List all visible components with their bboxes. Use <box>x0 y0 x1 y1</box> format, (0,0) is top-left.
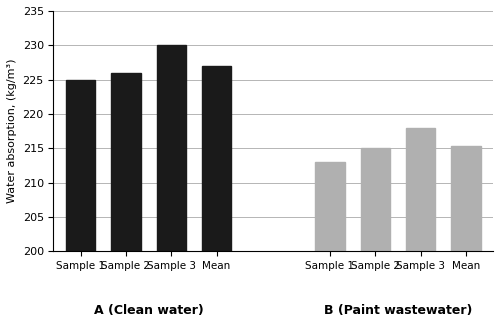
Bar <box>315 162 344 322</box>
Text: B (Paint wastewater): B (Paint wastewater) <box>324 304 472 317</box>
Bar <box>451 146 480 322</box>
Bar <box>202 66 232 322</box>
Bar <box>406 128 436 322</box>
Text: A (Clean water): A (Clean water) <box>94 304 204 317</box>
Bar <box>360 148 390 322</box>
Bar <box>112 73 140 322</box>
Y-axis label: Water absorption, (kg/m³): Water absorption, (kg/m³) <box>7 59 17 203</box>
Bar <box>156 45 186 322</box>
Bar <box>66 80 96 322</box>
